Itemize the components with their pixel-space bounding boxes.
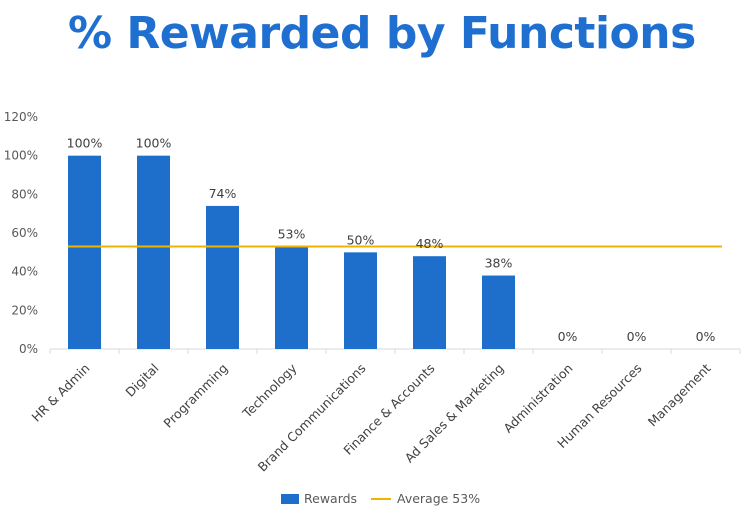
data-label: 48%	[416, 236, 444, 251]
data-label: 74%	[209, 186, 237, 201]
bar	[275, 246, 308, 349]
data-label: 0%	[627, 329, 647, 344]
x-category-label: HR & Admin	[29, 361, 93, 425]
legend-label: Average 53%	[397, 491, 480, 506]
bar	[413, 256, 446, 349]
bar	[344, 252, 377, 349]
y-tick-label: 80%	[11, 187, 38, 201]
y-tick-label: 0%	[19, 342, 38, 356]
chart-title: % Rewarded by Functions	[68, 8, 696, 59]
bar-series-rewards	[68, 155, 515, 349]
bar	[206, 205, 239, 349]
y-axis-ticks: 0% 20% 40% 60% 80% 100% 120%	[4, 110, 38, 356]
bar	[482, 275, 515, 349]
x-category-label: Technology	[239, 360, 300, 421]
y-tick-label: 20%	[11, 303, 38, 317]
x-category-label: Management	[645, 360, 714, 429]
legend-swatch-rewards	[281, 494, 299, 504]
x-category-label: Digital	[122, 361, 161, 400]
x-category-label: Administration	[500, 361, 575, 436]
data-label: 0%	[696, 329, 716, 344]
data-label: 38%	[485, 256, 513, 271]
y-tick-label: 100%	[4, 149, 38, 163]
bar	[137, 155, 170, 349]
data-label: 100%	[67, 136, 103, 151]
x-axis-tickmarks	[49, 349, 741, 354]
data-label: 100%	[136, 136, 172, 151]
y-tick-label: 60%	[11, 226, 38, 240]
legend-label: Rewards	[304, 491, 357, 506]
legend: Rewards Average 53%	[281, 491, 480, 506]
bar	[68, 155, 101, 349]
x-category-label: Programming	[160, 361, 230, 431]
data-label: 53%	[278, 227, 306, 242]
y-tick-label: 40%	[11, 265, 38, 279]
data-labels: 100% 100% 74% 53% 50% 48% 38% 0% 0% 0%	[67, 136, 716, 344]
data-label: 0%	[558, 329, 578, 344]
data-label: 50%	[347, 232, 375, 247]
y-tick-label: 120%	[4, 110, 38, 124]
